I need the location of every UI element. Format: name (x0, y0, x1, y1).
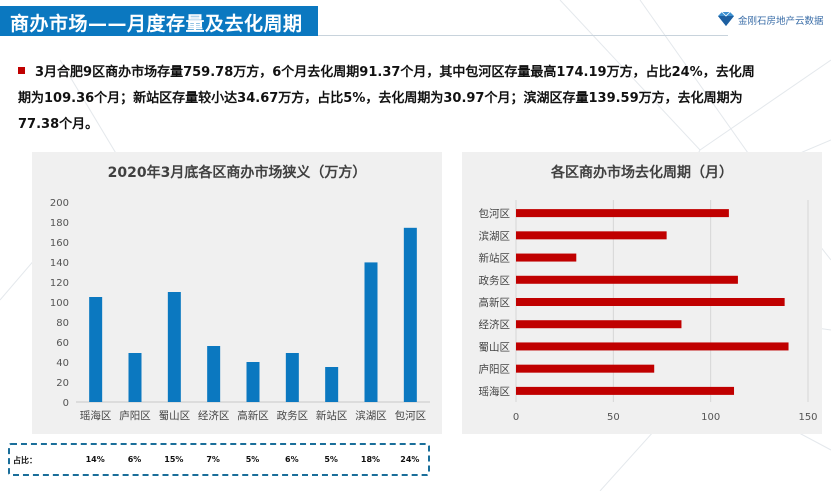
share-label: 占比： (13, 456, 37, 465)
summary-line-3: 77.38个月。 (18, 117, 99, 132)
cycle-bar (516, 386, 735, 395)
y-tick-label: 100 (50, 298, 69, 309)
y-tick-label: 20 (56, 378, 69, 389)
y-category-label: 滨湖区 (479, 229, 511, 242)
title-bar: 商办市场——月度存量及去化周期 (0, 6, 318, 36)
x-category-label: 政务区 (277, 409, 309, 422)
share-value: 18% (360, 455, 381, 464)
x-category-label: 经济区 (198, 409, 230, 422)
stock-bar (128, 353, 142, 402)
summary-line-2: 期为109.36个月；新站区存量较小达34.67万方，占比5%，去化周期为30.… (18, 91, 743, 106)
x-category-label: 包河区 (395, 409, 427, 422)
share-value: 14% (85, 455, 105, 464)
y-tick-label: 180 (50, 218, 69, 229)
summary-text: 3月合肥9区商办市场存量759.78万方，6个月去化周期91.37个月，其中包河… (18, 60, 818, 138)
share-value: 6% (285, 455, 299, 464)
stock-bar (285, 353, 299, 402)
cycle-bar (516, 253, 577, 262)
stock-bar (167, 292, 181, 402)
share-value: 24% (400, 455, 420, 464)
x-category-label: 瑶海区 (80, 409, 112, 422)
stock-bar (246, 362, 260, 402)
x-tick-label: 100 (701, 412, 720, 423)
y-category-label: 包河区 (479, 207, 511, 220)
y-category-label: 庐阳区 (479, 363, 511, 376)
y-tick-label: 80 (56, 318, 69, 329)
share-value: 5% (245, 455, 260, 464)
bullet-square-icon (18, 67, 25, 74)
x-category-label: 滨湖区 (355, 409, 387, 422)
share-value: 7% (206, 455, 220, 464)
stock-bar-chart: 0 20 40 60 80 100 120 140 160 180 200 瑶海区 庐阳区 蜀山区 经济区高… (50, 198, 430, 422)
stock-bar (207, 346, 221, 402)
stock-bar (364, 262, 378, 402)
diamond-logo-icon (718, 11, 734, 26)
y-category-label: 新站区 (479, 252, 511, 265)
x-tick-label: 50 (607, 412, 620, 423)
cycle-bar (516, 231, 667, 240)
x-tick-label: 150 (798, 412, 817, 423)
cycle-bar (516, 298, 785, 306)
y-tick-label: 160 (50, 238, 69, 249)
x-category-label: 新站区 (316, 409, 348, 422)
stock-bar (325, 367, 339, 402)
cycle-bar (516, 320, 682, 329)
cycle-chart-panel: 各区商办市场去化周期（月） 0 50 100 150 包河区滨湖区新站区政务区高新区经济… (462, 152, 822, 434)
x-tick-label: 0 (513, 412, 519, 423)
share-value: 15% (164, 455, 184, 464)
cycle-chart-title: 各区商办市场去化周期（月） (551, 165, 733, 181)
y-category-label: 经济区 (479, 318, 511, 331)
cycle-bar (516, 209, 729, 218)
y-tick-label: 40 (56, 358, 69, 369)
cycle-bar (516, 364, 655, 373)
y-tick-label: 200 (50, 198, 69, 209)
y-tick-label: 60 (56, 338, 69, 349)
share-row: 占比： 14% 6% 15% 7% 5% 6% 5% 18% 24% (8, 443, 430, 476)
share-value: 5% (324, 455, 338, 464)
cycle-bar (516, 342, 789, 351)
cycle-bar (516, 275, 738, 284)
y-category-label: 蜀山区 (479, 341, 511, 353)
x-category-label: 高新区 (237, 409, 269, 422)
share-value: 6% (127, 455, 142, 464)
y-category-label: 高新区 (479, 296, 511, 309)
summary-line-1: 3月合肥9区商办市场存量759.78万方，6个月去化周期91.37个月，其中包河… (18, 60, 818, 86)
stock-bar (403, 227, 417, 402)
y-tick-label: 0 (63, 398, 69, 409)
x-category-label: 蜀山区 (159, 410, 191, 422)
stock-chart-panel: 2020年3月底各区商办市场狭义（万方） 0 20 40 60 80 100 120 140 1… (32, 152, 442, 434)
x-category-label: 庐阳区 (119, 409, 151, 422)
y-tick-label: 140 (50, 258, 69, 269)
y-category-label: 政务区 (479, 274, 511, 287)
brand-logo: 金刚石房地产云数据 (716, 9, 828, 31)
title-divider (318, 35, 728, 36)
page-title: 商办市场——月度存量及去化周期 (10, 13, 303, 35)
stock-chart-title: 2020年3月底各区商办市场狭义（万方） (107, 165, 367, 181)
y-category-label: 瑶海区 (479, 385, 511, 398)
y-tick-label: 120 (50, 278, 69, 289)
brand-name: 金刚石房地产云数据 (738, 16, 824, 27)
stock-bar (89, 297, 103, 402)
